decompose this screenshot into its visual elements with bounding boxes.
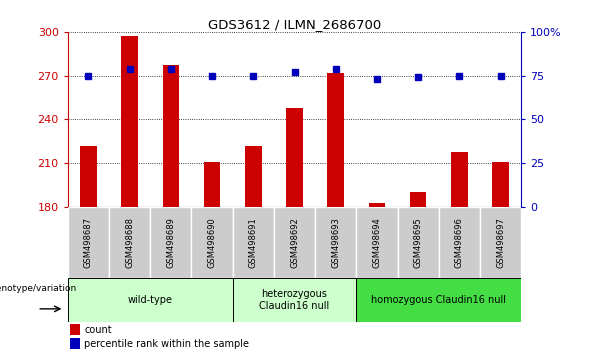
Text: percentile rank within the sample: percentile rank within the sample <box>84 339 249 349</box>
Bar <box>398 207 439 278</box>
Bar <box>286 108 303 207</box>
Bar <box>315 207 356 278</box>
Bar <box>80 146 97 207</box>
Bar <box>109 207 150 278</box>
Bar <box>121 36 138 207</box>
Bar <box>150 207 191 278</box>
Bar <box>356 278 521 322</box>
Text: GSM498688: GSM498688 <box>125 217 134 268</box>
Text: homozygous Claudin16 null: homozygous Claudin16 null <box>371 295 507 305</box>
Bar <box>451 152 468 207</box>
Text: GSM498694: GSM498694 <box>372 217 382 268</box>
Bar <box>410 193 426 207</box>
Text: GSM498687: GSM498687 <box>84 217 93 268</box>
Text: GSM498690: GSM498690 <box>207 217 217 268</box>
Bar <box>245 146 262 207</box>
Text: GSM498697: GSM498697 <box>496 217 505 268</box>
Bar <box>68 207 109 278</box>
Text: count: count <box>84 325 112 335</box>
Bar <box>191 207 233 278</box>
Bar <box>233 278 356 322</box>
Bar <box>68 278 233 322</box>
Bar <box>163 65 179 207</box>
Text: GSM498695: GSM498695 <box>413 217 423 268</box>
Text: GSM498691: GSM498691 <box>249 217 258 268</box>
Text: GSM498689: GSM498689 <box>166 217 176 268</box>
Bar <box>71 338 80 349</box>
Bar <box>439 207 480 278</box>
Bar <box>480 207 521 278</box>
Bar <box>204 162 220 207</box>
Bar <box>327 73 344 207</box>
Bar <box>233 207 274 278</box>
Text: GSM498696: GSM498696 <box>455 217 464 268</box>
Text: heterozygous
Claudin16 null: heterozygous Claudin16 null <box>259 289 330 311</box>
Bar <box>369 203 385 207</box>
Text: wild-type: wild-type <box>128 295 173 305</box>
Text: genotype/variation: genotype/variation <box>0 285 77 293</box>
Bar <box>492 162 509 207</box>
Text: GSM498692: GSM498692 <box>290 217 299 268</box>
Bar <box>71 324 80 335</box>
Title: GDS3612 / ILMN_2686700: GDS3612 / ILMN_2686700 <box>208 18 381 31</box>
Bar <box>356 207 398 278</box>
Bar <box>274 207 315 278</box>
Text: GSM498693: GSM498693 <box>331 217 340 268</box>
